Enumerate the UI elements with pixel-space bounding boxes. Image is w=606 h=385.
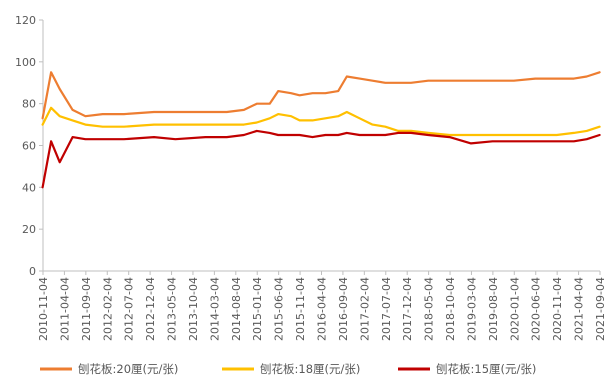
x-tick-label: 2021-04-04	[573, 277, 586, 341]
y-tick-label: 40	[22, 181, 36, 194]
x-tick-label: 2016-04-04	[316, 277, 329, 341]
legend-label-3: 刨花板:15厘(元/张)	[436, 362, 536, 376]
legend-label-1: 刨花板:20厘(元/张)	[78, 362, 178, 376]
x-tick-label: 2015-06-04	[273, 277, 286, 341]
x-tick-label: 2018-10-04	[444, 277, 457, 341]
series-line-1	[41, 71, 601, 120]
y-tick-label: 0	[29, 265, 36, 278]
series-line-3	[41, 129, 601, 189]
legend-label-2: 刨花板:18厘(元/张)	[260, 362, 360, 376]
series-line-2	[41, 106, 601, 137]
x-tick-label: 2013-05-04	[166, 277, 179, 341]
x-tick-label: 2012-02-04	[101, 277, 114, 341]
series-lines	[41, 71, 601, 189]
y-tick-label: 60	[22, 140, 36, 153]
x-tick-label: 2013-10-04	[187, 277, 200, 341]
x-tick-label: 2017-07-04	[380, 277, 393, 341]
x-tick-label: 2019-08-04	[487, 277, 500, 341]
x-tick-label: 2014-03-04	[208, 277, 221, 341]
x-tick-label: 2011-04-04	[58, 277, 71, 341]
x-tick-label: 2011-09-04	[80, 277, 93, 341]
x-tick-label: 2020-01-04	[508, 277, 521, 341]
x-tick-label: 2012-12-04	[144, 277, 157, 341]
x-tick-label: 2021-09-04	[594, 277, 606, 341]
y-axis: 0 20 40 60 80 100 120	[15, 14, 44, 278]
x-tick-label: 2015-11-04	[294, 277, 307, 341]
y-tick-label: 100	[15, 56, 36, 69]
x-tick-label: 2014-08-04	[230, 277, 243, 341]
x-tick-label: 2010-11-04	[37, 277, 50, 341]
y-tick-label: 80	[22, 98, 36, 111]
legend: 刨花板:20厘(元/张) 刨花板:18厘(元/张) 刨花板:15厘(元/张)	[40, 362, 536, 376]
x-tick-label: 2017-12-04	[401, 277, 414, 341]
y-tick-label: 20	[22, 223, 36, 236]
x-tick-label: 2016-09-04	[337, 277, 350, 341]
x-tick-label: 2015-01-04	[251, 277, 264, 341]
x-tick-label: 2020-06-04	[530, 277, 543, 341]
x-tick-label: 2012-07-04	[123, 277, 136, 341]
x-tick-label: 2018-05-04	[423, 277, 436, 341]
y-tick-label: 120	[15, 14, 36, 27]
x-tick-label: 2019-03-04	[465, 277, 478, 341]
x-tick-label: 2020-11-04	[551, 277, 564, 341]
x-axis: 2010-11-04 2011-04-04 2011-09-04 2012-02-04…	[37, 270, 606, 341]
x-tick-label: 2017-02-04	[358, 277, 371, 341]
